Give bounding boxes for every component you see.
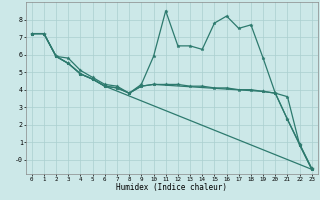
X-axis label: Humidex (Indice chaleur): Humidex (Indice chaleur) <box>116 183 227 192</box>
